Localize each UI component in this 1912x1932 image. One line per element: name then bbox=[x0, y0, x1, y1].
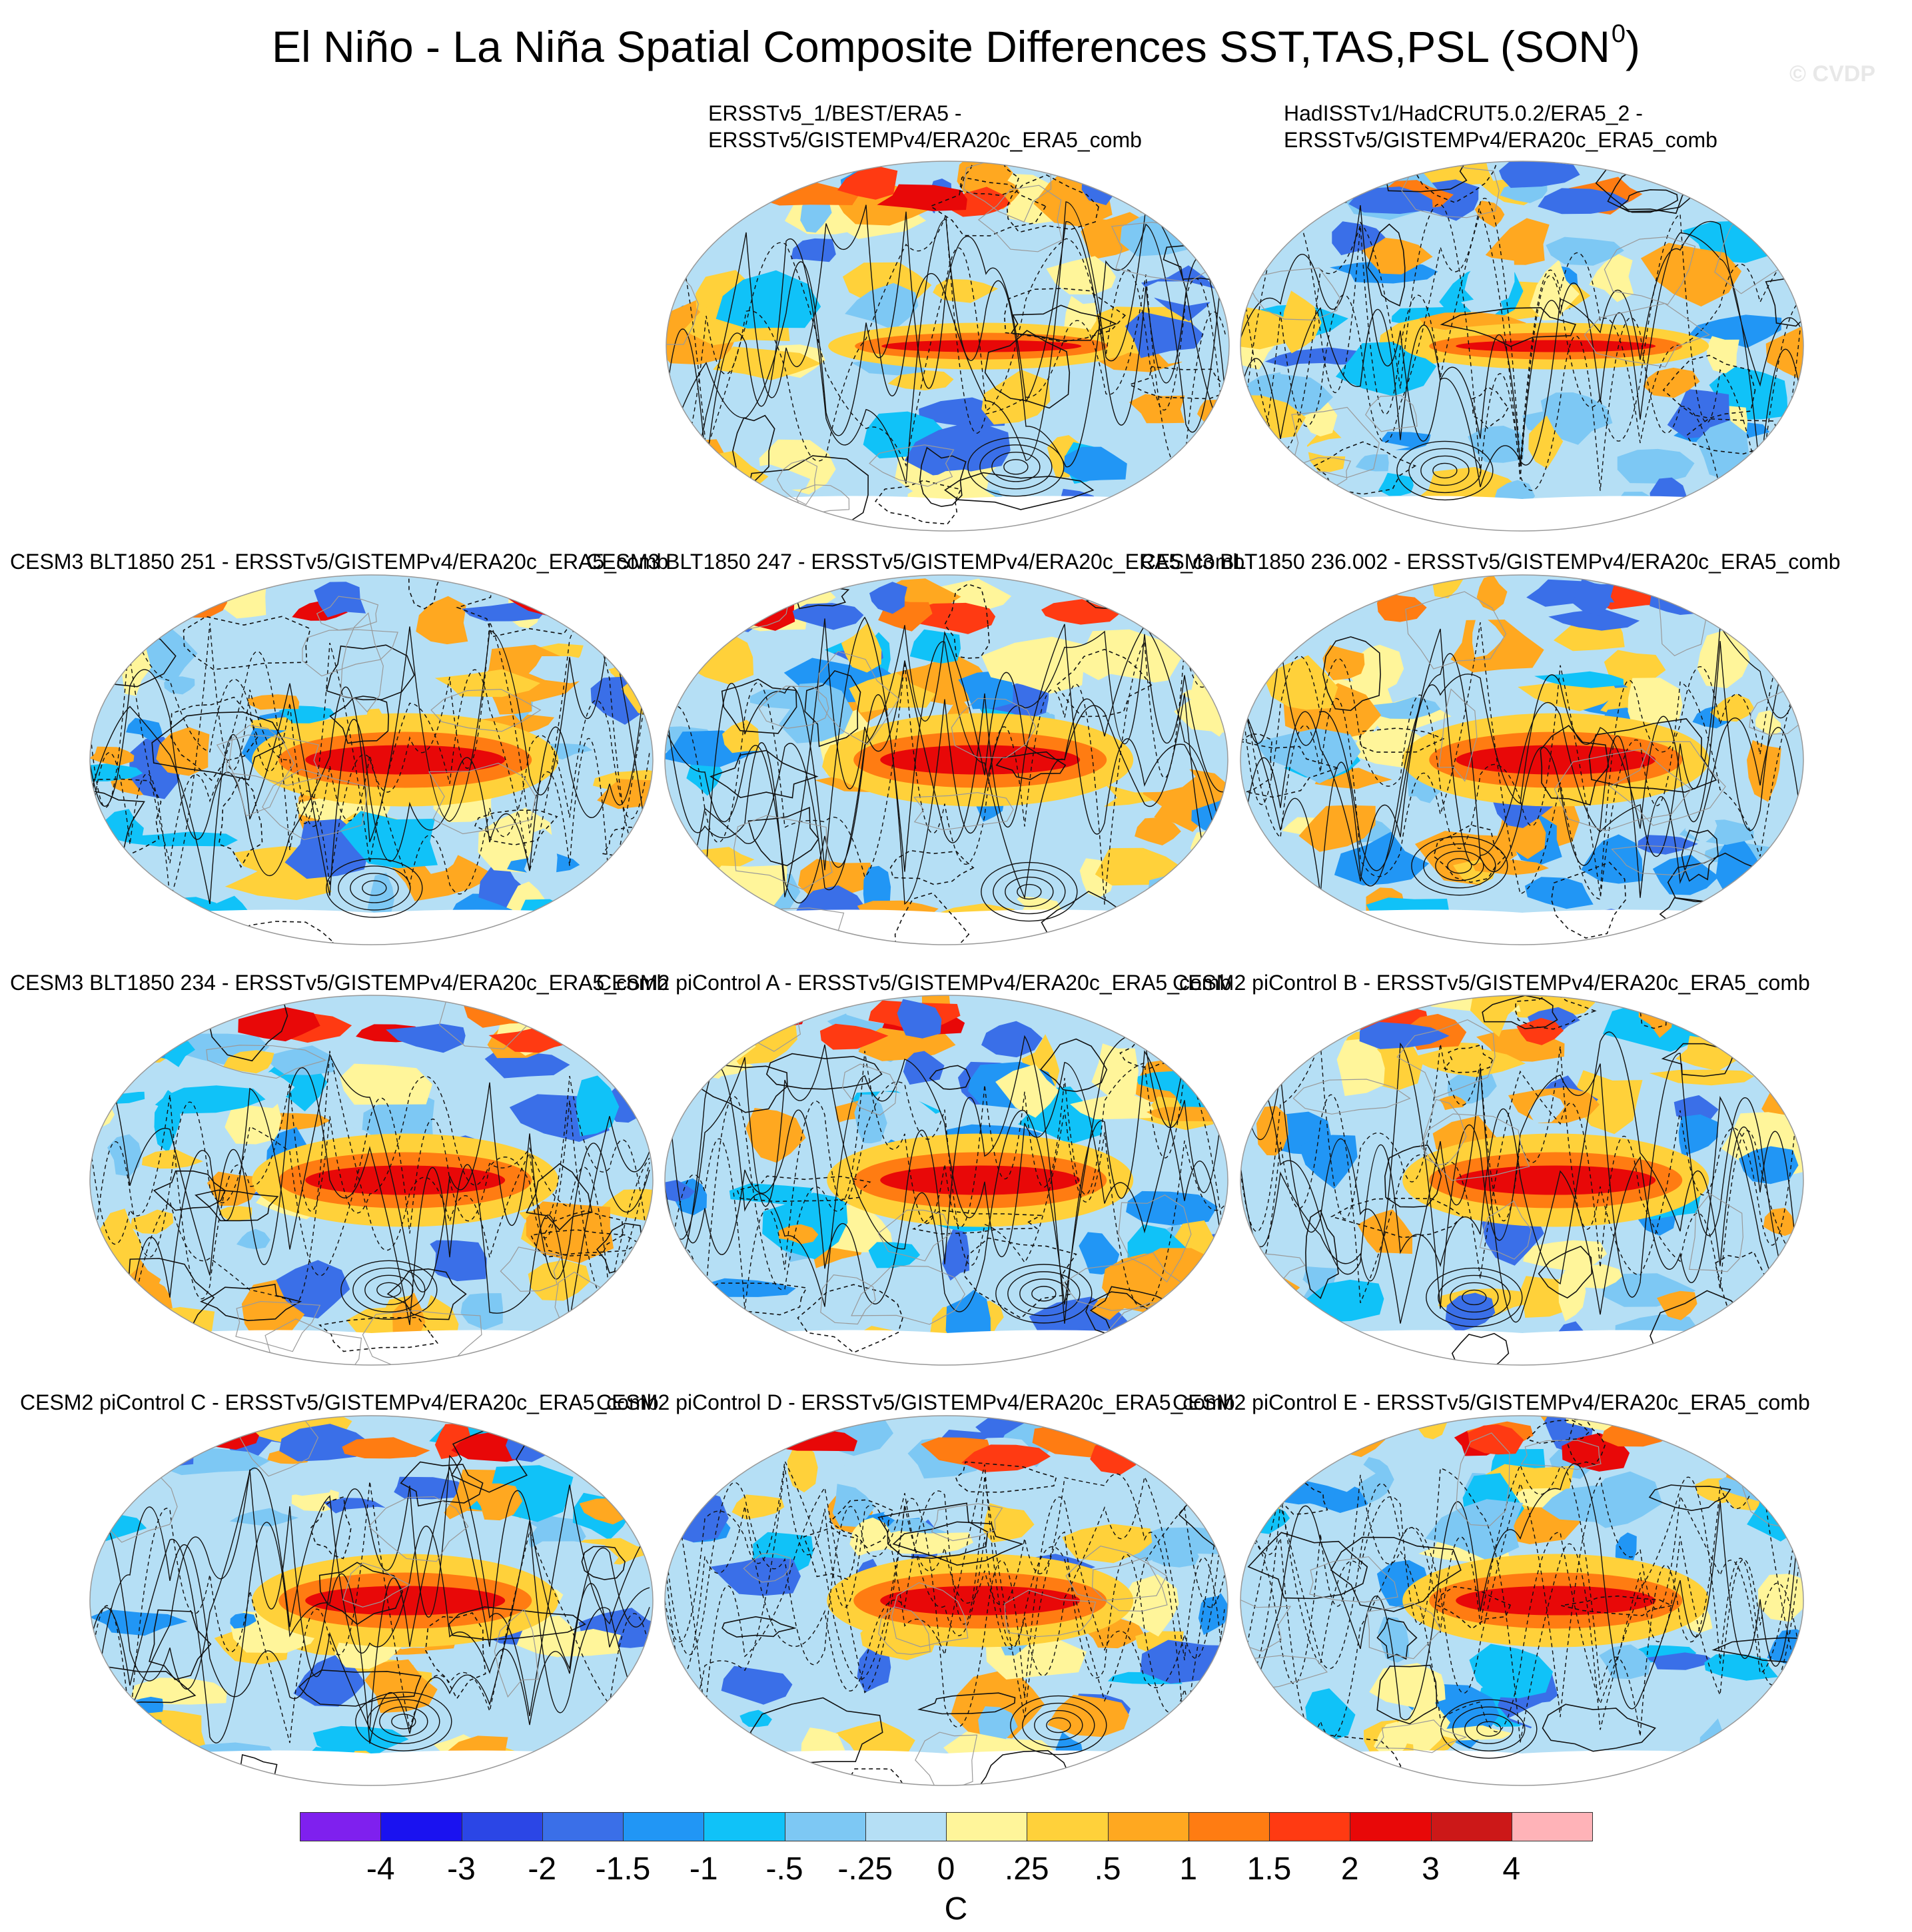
panel-title-line1: CESM3 BLT1850 247 - ERSSTv5/GISTEMPv4/ER… bbox=[586, 550, 1245, 574]
colorbar-box bbox=[946, 1812, 1028, 1841]
world-map-panel bbox=[89, 574, 654, 945]
colorbar-box bbox=[380, 1812, 462, 1841]
panel-title-line1: ERSSTv5_1/BEST/ERA5 - bbox=[708, 101, 962, 125]
world-map-panel bbox=[1240, 1415, 1804, 1786]
colorbar-box bbox=[784, 1812, 866, 1841]
colorbar-tick-label: .25 bbox=[1004, 1851, 1049, 1887]
world-map-panel bbox=[664, 1415, 1228, 1786]
colorbar-box bbox=[1430, 1812, 1512, 1841]
world-map-panel bbox=[664, 995, 1228, 1366]
colorbar-tick-label: -1.5 bbox=[595, 1851, 651, 1887]
colorbar-tick-label: .5 bbox=[1094, 1851, 1121, 1887]
world-map-panel bbox=[1240, 995, 1804, 1366]
panel-title-line1: CESM2 piControl D - ERSSTv5/GISTEMPv4/ER… bbox=[596, 1390, 1235, 1414]
colorbar-tick-label: -4 bbox=[366, 1851, 395, 1887]
colorbar-tick-label: -.5 bbox=[765, 1851, 803, 1887]
colorbar-tick-label: -.25 bbox=[837, 1851, 893, 1887]
colorbar-box bbox=[865, 1812, 947, 1841]
colorbar-tick-label: 1 bbox=[1179, 1851, 1198, 1887]
colorbar-box bbox=[542, 1812, 624, 1841]
colorbar-box bbox=[461, 1812, 543, 1841]
world-map-panel bbox=[664, 574, 1228, 945]
colorbar-tick-label: -3 bbox=[447, 1851, 476, 1887]
panel-title-line1: HadISSTv1/HadCRUT5.0.2/ERA5_2 - bbox=[1284, 101, 1643, 125]
panel-title: CESM2 piControl C - ERSSTv5/GISTEMPv4/ER… bbox=[20, 1389, 659, 1416]
colorbar-box bbox=[623, 1812, 705, 1841]
colorbar-tick-label: 3 bbox=[1422, 1851, 1440, 1887]
panel-title-line1: CESM3 BLT1850 234 - ERSSTv5/GISTEMPv4/ER… bbox=[10, 971, 669, 995]
panel-title: CESM2 piControl A - ERSSTv5/GISTEMPv4/ER… bbox=[596, 969, 1231, 996]
world-map-panel bbox=[1240, 574, 1804, 945]
colorbar-box bbox=[1188, 1812, 1270, 1841]
colorbar-tick-label: 0 bbox=[937, 1851, 955, 1887]
figure-title: El Niño - La Niña Spatial Composite Diff… bbox=[271, 20, 1641, 71]
panel-title: HadISSTv1/HadCRUT5.0.2/ERA5_2 - ERSSTv5/G… bbox=[1284, 100, 1717, 153]
colorbar-units: C bbox=[944, 1891, 968, 1927]
colorbar-tick-label: 4 bbox=[1502, 1851, 1521, 1887]
colorbar-box bbox=[1107, 1812, 1189, 1841]
colorbar-tick-label: 2 bbox=[1340, 1851, 1359, 1887]
world-map-panel bbox=[89, 1415, 654, 1786]
colorbar-tick-label: -2 bbox=[528, 1851, 557, 1887]
cvdp-watermark: © CVDP bbox=[1789, 61, 1875, 87]
colorbar-box bbox=[300, 1812, 382, 1841]
panel-title: CESM3 BLT1850 251 - ERSSTv5/GISTEMPv4/ER… bbox=[10, 548, 668, 575]
panel-title-line1: CESM3 BLT1850 251 - ERSSTv5/GISTEMPv4/ER… bbox=[10, 550, 669, 574]
panel-title-line1: CESM2 piControl B - ERSSTv5/GISTEMPv4/ER… bbox=[1173, 971, 1810, 995]
world-map-panel bbox=[1240, 161, 1804, 532]
panel-title: CESM2 piControl B - ERSSTv5/GISTEMPv4/ER… bbox=[1173, 969, 1810, 996]
panel-title-line1: CESM2 piControl C - ERSSTv5/GISTEMPv4/ER… bbox=[20, 1390, 659, 1414]
panel-title-line2: ERSSTv5/GISTEMPv4/ERA20c_ERA5_comb bbox=[1284, 128, 1717, 152]
colorbar bbox=[300, 1812, 1593, 1843]
colorbar-box bbox=[1511, 1812, 1593, 1841]
panel-title-line1: CESM2 piControl E - ERSSTv5/GISTEMPv4/ER… bbox=[1173, 1390, 1810, 1414]
colorbar-box bbox=[1350, 1812, 1432, 1841]
panel-title: CESM2 piControl D - ERSSTv5/GISTEMPv4/ER… bbox=[596, 1389, 1235, 1416]
panel-title: CESM2 piControl E - ERSSTv5/GISTEMPv4/ER… bbox=[1173, 1389, 1810, 1416]
colorbar-box bbox=[1027, 1812, 1109, 1841]
panel-title-line1: CESM2 piControl A - ERSSTv5/GISTEMPv4/ER… bbox=[596, 971, 1232, 995]
panel-title-line2: ERSSTv5/GISTEMPv4/ERA20c_ERA5_comb bbox=[708, 128, 1142, 152]
panel-title-line1: CESM3 BLT1850 236.002 - ERSSTv5/GISTEMPv… bbox=[1141, 550, 1841, 574]
colorbar-box bbox=[1269, 1812, 1351, 1841]
world-map-panel bbox=[666, 161, 1230, 532]
panel-title: CESM3 BLT1850 234 - ERSSTv5/GISTEMPv4/ER… bbox=[10, 969, 668, 996]
panel-title: ERSSTv5_1/BEST/ERA5 - ERSSTv5/GISTEMPv4/E… bbox=[708, 100, 1142, 153]
world-map-panel bbox=[89, 995, 654, 1366]
panel-title: CESM3 BLT1850 236.002 - ERSSTv5/GISTEMPv… bbox=[1141, 548, 1841, 575]
colorbar-tick-label: 1.5 bbox=[1246, 1851, 1292, 1887]
colorbar-box bbox=[704, 1812, 785, 1841]
panel-title: CESM3 BLT1850 247 - ERSSTv5/GISTEMPv4/ER… bbox=[586, 548, 1244, 575]
colorbar-tick-label: -1 bbox=[689, 1851, 718, 1887]
